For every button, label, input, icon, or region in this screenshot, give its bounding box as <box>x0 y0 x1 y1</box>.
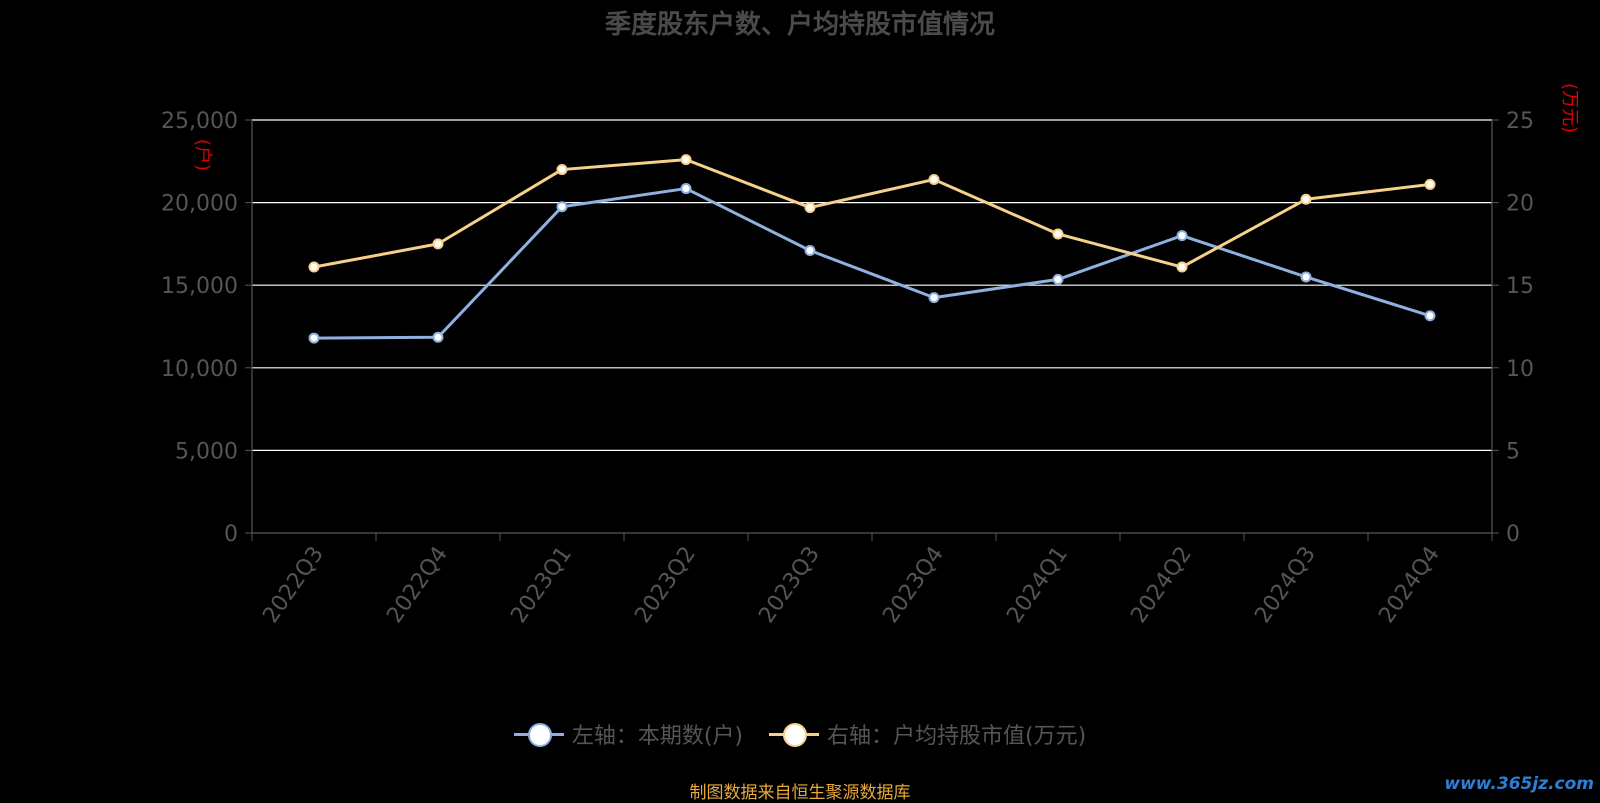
x-tick-label: 2024Q3 <box>1250 542 1321 628</box>
left-axis-unit-label: (户) <box>192 139 213 171</box>
x-tick-label: 2022Q4 <box>382 542 453 628</box>
data-point-households <box>1052 273 1064 285</box>
data-point-market-value <box>308 261 320 273</box>
data-point-market-value <box>432 238 444 250</box>
x-tick-label: 2023Q4 <box>878 542 949 628</box>
left-tick-label: 5,000 <box>175 439 238 464</box>
left-tick-label: 20,000 <box>161 192 238 217</box>
data-point-households <box>1176 230 1188 242</box>
x-tick-label: 2024Q2 <box>1126 542 1197 628</box>
right-tick-label: 15 <box>1506 274 1534 299</box>
right-tick-label: 20 <box>1506 192 1534 217</box>
chart-title: 季度股东户数、户均持股市值情况 <box>604 10 995 40</box>
legend-label-households: 左轴：本期数(户) <box>571 724 743 749</box>
data-point-market-value <box>1176 261 1188 273</box>
right-tick-label: 10 <box>1506 357 1534 382</box>
data-point-market-value <box>804 202 816 214</box>
data-point-households <box>1424 310 1436 322</box>
legend: 左轴：本期数(户) 右轴：户均持股市值(万元) <box>0 718 1600 750</box>
x-tick-label: 2023Q1 <box>506 542 577 628</box>
data-point-households <box>804 245 816 257</box>
left-tick-label: 25,000 <box>161 109 238 134</box>
legend-marker-households <box>513 722 564 747</box>
legend-item-market-value[interactable]: 右轴：户均持股市值(万元) <box>769 718 1086 750</box>
series-line-market-value <box>313 158 1431 269</box>
data-point-households <box>308 332 320 344</box>
legend-label-market-value: 右轴：户均持股市值(万元) <box>827 724 1087 749</box>
data-point-market-value <box>556 164 568 176</box>
left-tick-label: 0 <box>224 522 238 547</box>
right-tick-label: 25 <box>1506 109 1534 134</box>
data-point-households <box>680 183 692 195</box>
watermark: www.365jz.com <box>1444 774 1594 794</box>
series-line-households <box>313 187 1431 340</box>
chart: 0 5,000 10,000 15,000 20,000 25,000 0 5 10 15 20 25… <box>161 83 1580 628</box>
data-source-note: 制图数据来自恒生聚源数据库 <box>689 783 911 803</box>
data-point-households <box>432 331 444 343</box>
x-tick-label: 2023Q3 <box>754 542 825 628</box>
x-tick-label: 2024Q1 <box>1002 542 1073 628</box>
x-tick-label: 2023Q2 <box>630 542 701 628</box>
data-point-market-value <box>1300 193 1312 205</box>
data-point-market-value <box>928 173 940 185</box>
left-tick-label: 15,000 <box>161 274 238 299</box>
data-point-households <box>1300 271 1312 283</box>
data-point-households <box>556 201 568 213</box>
legend-marker-market-value <box>769 722 819 747</box>
left-tick-label: 10,000 <box>161 357 238 382</box>
data-point-market-value <box>1424 178 1436 190</box>
x-tick-label: 2022Q3 <box>258 542 329 628</box>
right-axis-unit-label: (万元) <box>1559 83 1580 133</box>
data-point-market-value <box>1052 228 1064 240</box>
data-point-market-value <box>680 154 692 166</box>
legend-item-households[interactable]: 左轴：本期数(户) <box>513 718 743 750</box>
right-tick-label: 5 <box>1506 439 1520 464</box>
data-point-households <box>928 292 940 304</box>
x-tick-label: 2024Q4 <box>1374 542 1445 628</box>
right-tick-label: 0 <box>1506 522 1520 547</box>
